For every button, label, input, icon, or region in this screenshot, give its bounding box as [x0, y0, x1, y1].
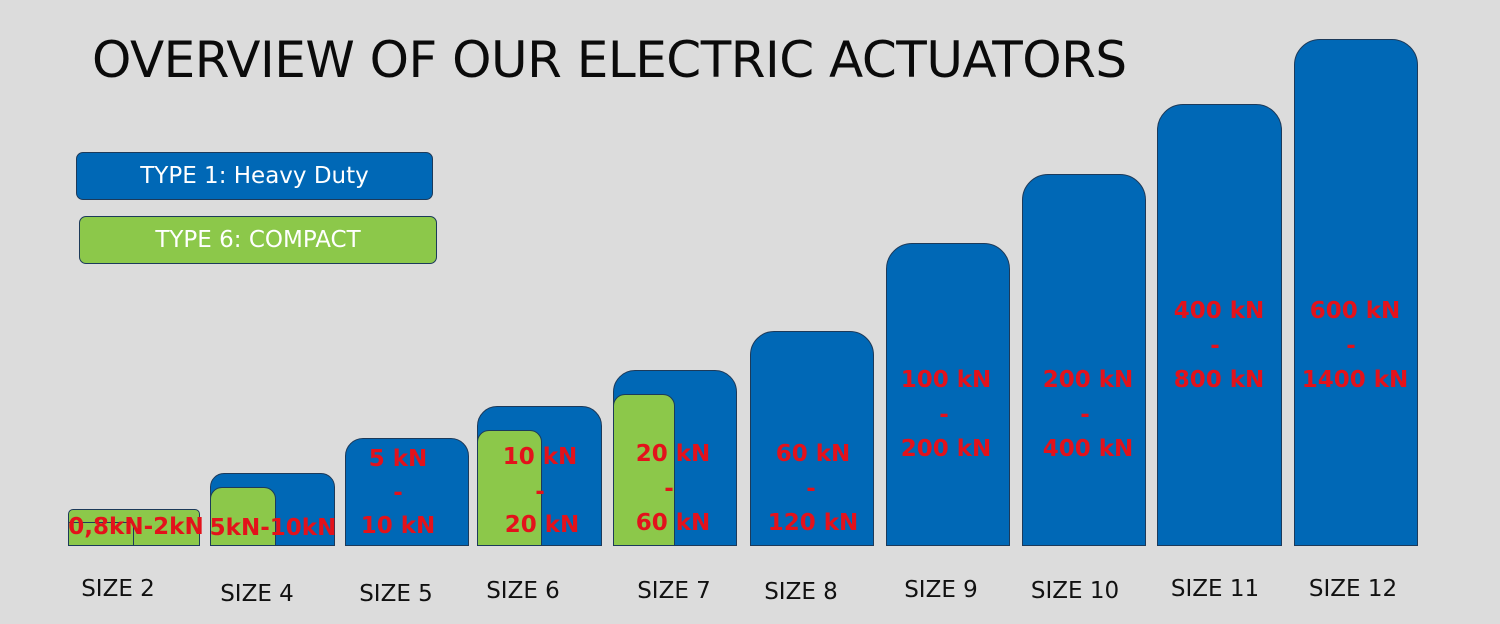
force-label-size-9-max: 200 kN [900, 436, 992, 462]
legend-type6-label: TYPE 6: COMPACT [155, 227, 361, 253]
size-label-4: SIZE 4 [220, 581, 294, 607]
bar-type6-size-6 [477, 430, 542, 546]
force-label-size-5-min: 5 kN [368, 446, 428, 472]
bar-type6-size-7 [613, 394, 675, 546]
force-label-size-7-max: 60 kN [635, 510, 711, 536]
force-label-size-5-max: 10 kN [360, 513, 436, 539]
bar-type1-size-12 [1294, 39, 1418, 546]
force-label-size-10-min: 200 kN [1042, 367, 1134, 393]
bar-type1-size-10 [1022, 174, 1146, 546]
force-label-size-6-min: 10 kN [502, 444, 578, 470]
legend-type1-label: TYPE 1: Heavy Duty [140, 163, 369, 189]
size-label-2: SIZE 2 [81, 576, 155, 602]
size-label-12: SIZE 12 [1308, 576, 1398, 602]
force-label-size-8-max: 120 kN [767, 510, 859, 536]
bar-type6-size-4 [210, 487, 276, 546]
force-label-size-8-min: 60 kN [775, 441, 851, 467]
bar-type1-size-8 [750, 331, 874, 546]
size-label-11: SIZE 11 [1170, 576, 1260, 602]
bar-type1-size-2-tab [68, 522, 134, 546]
size-label-9: SIZE 9 [904, 577, 978, 603]
legend-type6: TYPE 6: COMPACT [79, 216, 437, 264]
force-label-size-6-dash: - [535, 479, 545, 505]
force-label-size-9-min: 100 kN [900, 367, 992, 393]
bar-type1-size-5 [345, 438, 469, 546]
force-label-size-12-dash: - [1346, 333, 1356, 359]
force-label-size-10-dash: - [1080, 402, 1090, 428]
size-label-7: SIZE 7 [637, 578, 711, 604]
size-label-10: SIZE 10 [1030, 578, 1120, 604]
force-label-size-9-dash: - [939, 402, 949, 428]
force-label-size-4: 5kN-10kN [209, 515, 337, 541]
force-label-size-7-dash: - [664, 476, 674, 502]
force-label-size-10-max: 400 kN [1042, 436, 1134, 462]
force-label-size-11-min: 400 kN [1173, 298, 1265, 324]
legend-type1: TYPE 1: Heavy Duty [76, 152, 433, 200]
size-label-5: SIZE 5 [359, 581, 433, 607]
force-label-size-2: 0,8kN-2kN [68, 514, 204, 540]
force-label-size-12-max: 1400 kN [1301, 367, 1409, 393]
force-label-size-5-dash: - [393, 480, 403, 506]
bar-type1-size-11 [1157, 104, 1282, 546]
force-label-size-7-min: 20 kN [635, 441, 711, 467]
force-label-size-12-min: 600 kN [1309, 298, 1401, 324]
page-title: OVERVIEW OF OUR ELECTRIC ACTUATORS [92, 31, 1127, 89]
force-label-size-8-dash: - [806, 476, 816, 502]
size-label-6: SIZE 6 [486, 578, 560, 604]
force-label-size-11-dash: - [1210, 333, 1220, 359]
size-label-8: SIZE 8 [764, 579, 838, 605]
force-label-size-11-max: 800 kN [1173, 367, 1265, 393]
force-label-size-6-max: 20 kN [504, 512, 580, 538]
bar-type1-size-9 [886, 243, 1010, 546]
